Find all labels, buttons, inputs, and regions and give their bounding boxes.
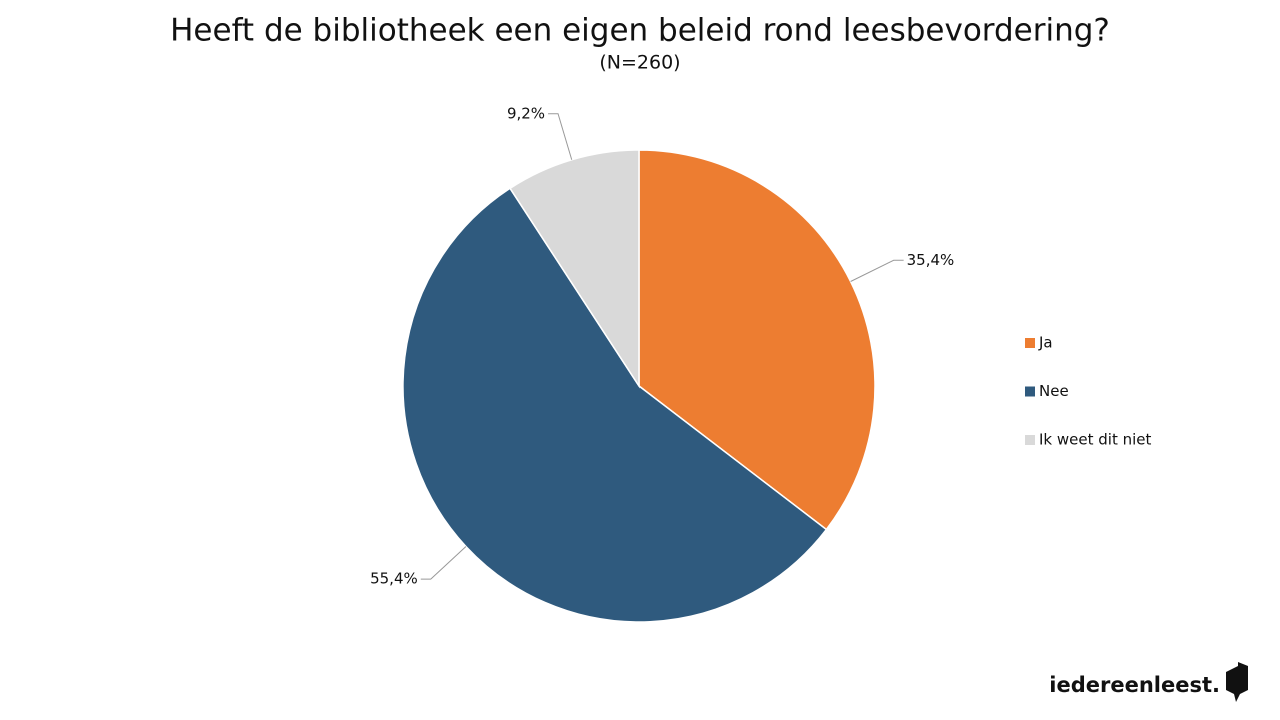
pie-slice xyxy=(509,149,640,389)
chart-subtitle: (N=260) xyxy=(599,52,680,74)
logo-text: iedereenleest. xyxy=(1049,673,1220,697)
legend-label: Ik weet dit niet xyxy=(1039,431,1151,449)
pie-slice xyxy=(402,187,828,623)
data-label: 55,4% xyxy=(370,570,418,588)
logo-icon xyxy=(1226,662,1248,702)
legend-swatch xyxy=(1025,435,1035,445)
leader-line xyxy=(548,113,573,160)
legend-swatch xyxy=(1025,338,1035,348)
legend-swatch xyxy=(1025,386,1035,397)
leader-line xyxy=(420,546,467,580)
data-label: 35,4% xyxy=(907,251,955,269)
chart-title: Heeft de bibliotheek een eigen beleid ro… xyxy=(170,13,1110,49)
leader-line xyxy=(850,259,904,282)
data-label: 9,2% xyxy=(507,104,545,122)
legend-label: Ja xyxy=(1038,334,1053,352)
legend-label: Nee xyxy=(1039,382,1069,400)
